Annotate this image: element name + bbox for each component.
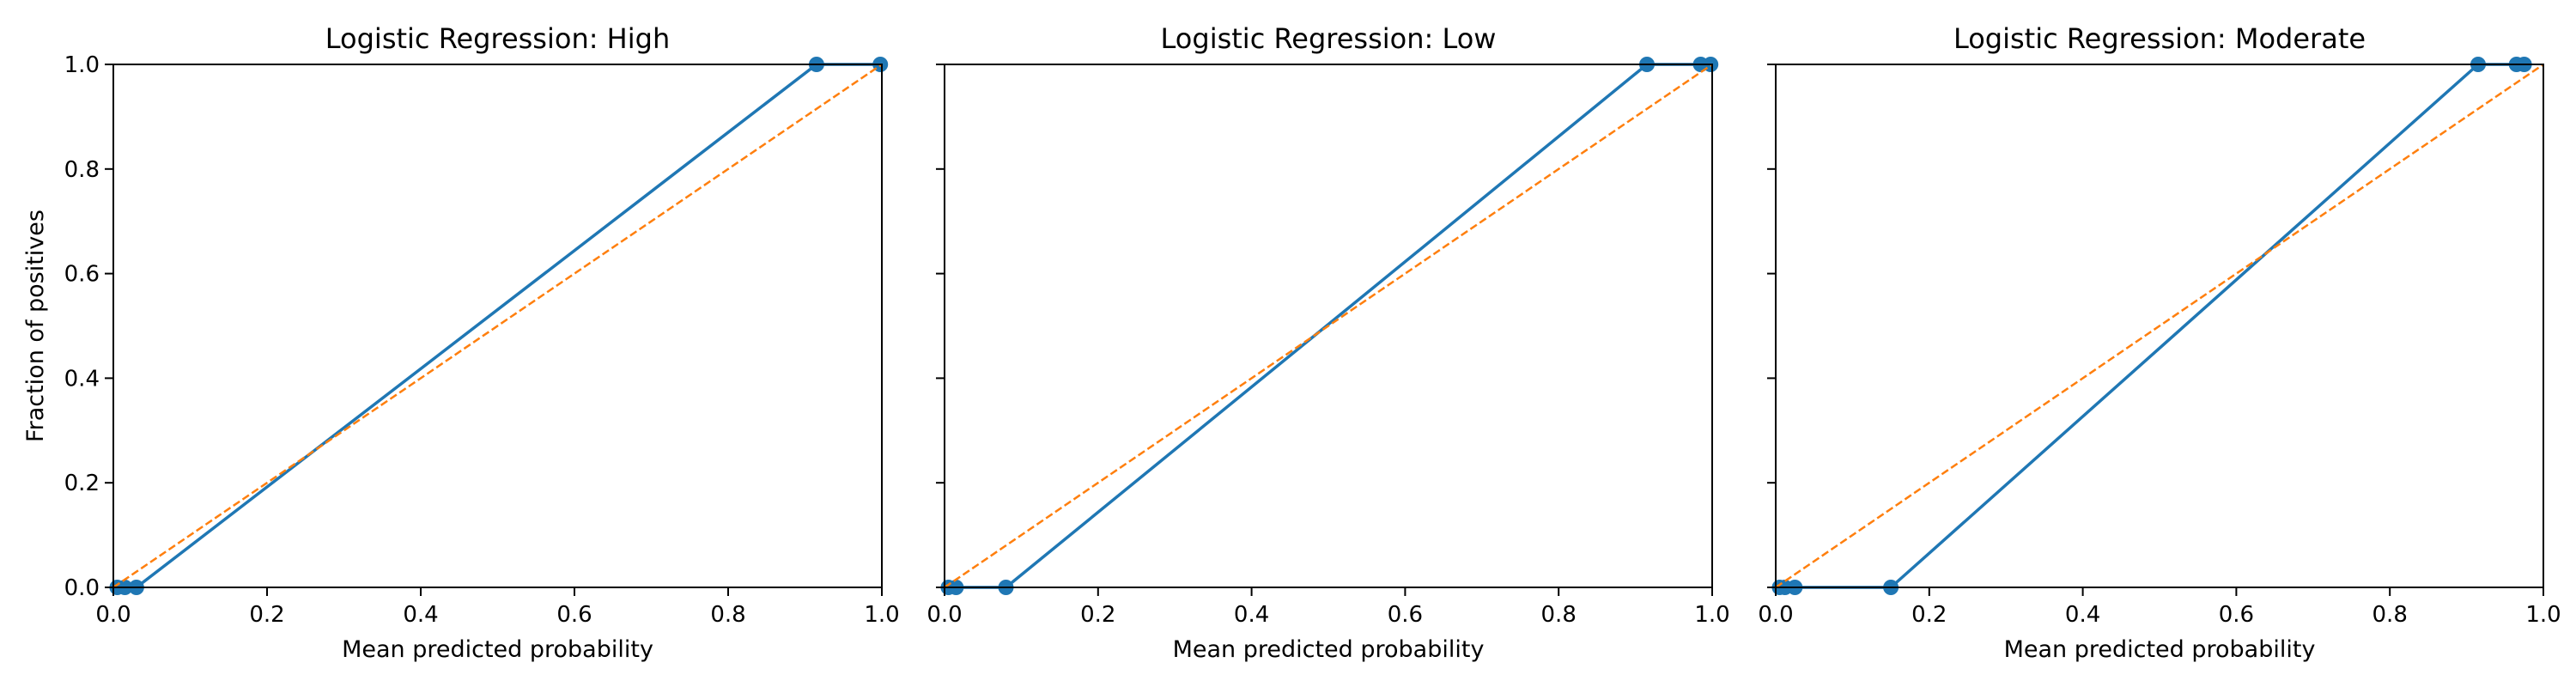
x-tick-label: 1.0 [1694,602,1729,628]
y-tick-label: 0.4 [64,366,100,392]
x-tick-label: 0.2 [1911,602,1947,628]
x-axis-label: Mean predicted probability [1173,636,1485,663]
y-tick-label: 0.8 [64,157,100,183]
x-tick-label: 0.0 [1758,602,1793,628]
x-tick-label: 0.2 [249,602,284,628]
axes-frame [944,64,1713,588]
y-tick-label: 0.0 [64,575,100,601]
x-tick-label: 1.0 [864,602,899,628]
reference-line [113,64,882,587]
x-tick-label: 0.8 [710,602,745,628]
y-axis-label: Fraction of positives [22,210,49,442]
subplot-1: 0.0 0.2 0.4 0.6 0.8 1.0 0.0 0.2 0.4 0.6 0.8 1.0 Logi… [22,22,900,663]
x-tick-label: 0.4 [1234,602,1269,628]
x-tick-label: 0.6 [2219,602,2254,628]
axes-frame [1775,64,2544,588]
axes-frame [112,64,883,588]
calibration-curve [117,63,881,589]
subplot-title: Logistic Regression: Low [1161,22,1497,55]
reference-line [1776,64,2543,587]
x-tick-label: 0.6 [556,602,592,628]
y-tick-label: 0.2 [64,471,100,496]
x-tick-label: 0.8 [1541,602,1577,628]
x-tick-label: 0.8 [2372,602,2408,628]
y-tick-label: 0.6 [64,262,100,288]
reference-line [945,64,1712,587]
subplot-2: 0.0 0.2 0.4 0.6 0.8 1.0 Logistic Regression: L… [927,22,1729,663]
x-axis-label: Mean predicted probability [342,636,653,663]
subplot-3: 0.0 0.2 0.4 0.6 0.8 1.0 Logistic Regression: M… [1758,22,2561,663]
x-axis-label: Mean predicted probability [2004,636,2316,663]
x-tick-label: 0.0 [95,602,131,628]
x-tick-label: 0.4 [2065,602,2100,628]
x-tick-label: 0.6 [1388,602,1423,628]
x-tick-label: 0.0 [927,602,962,628]
y-tick-label: 1.0 [64,52,100,78]
subplot-title: Logistic Regression: Moderate [1953,22,2366,55]
x-tick-label: 0.4 [403,602,438,628]
x-tick-label: 0.2 [1080,602,1115,628]
subplot-title: Logistic Regression: High [325,22,670,55]
x-tick-label: 1.0 [2525,602,2561,628]
